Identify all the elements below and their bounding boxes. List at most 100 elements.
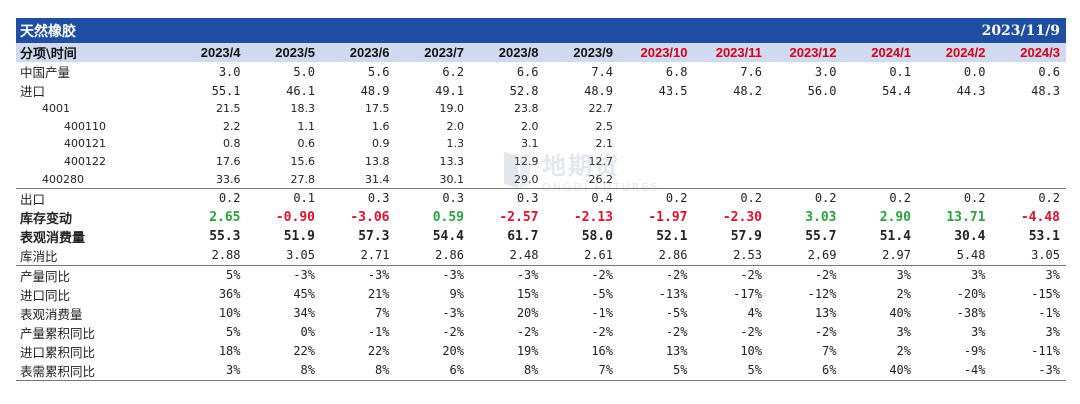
table-cell: 9% bbox=[449, 287, 464, 302]
table-cell: 3% bbox=[896, 325, 911, 340]
table-cell: 0.6 bbox=[297, 137, 316, 151]
table-row: 表观消费量 55.3 51.9 57.3 54.4 61.7 58.0 52.1 57.9 55.… bbox=[16, 227, 1066, 246]
table-cell: 5% bbox=[172, 264, 247, 285]
table-cell bbox=[694, 118, 769, 136]
row-label: 表需累积同比 bbox=[16, 360, 172, 381]
table-cell: 0.59 bbox=[432, 209, 464, 225]
table-cell: -3% bbox=[470, 264, 545, 285]
table-cell: 2.86 bbox=[658, 248, 688, 263]
table-cell: 2.1 bbox=[595, 137, 614, 151]
table-cell: -11% bbox=[1031, 344, 1060, 359]
table-cell: 45% bbox=[293, 287, 315, 302]
table-cell: 12.7 bbox=[588, 155, 614, 169]
row-label: 产量累积同比 bbox=[20, 325, 96, 341]
table-cell: -38% bbox=[956, 306, 986, 321]
table-cell: 6.2 bbox=[442, 64, 464, 79]
table-cell: 31.4 bbox=[365, 172, 390, 186]
table-cell: 2.97 bbox=[882, 248, 911, 263]
table-cell: 29.0 bbox=[514, 172, 539, 186]
table-cell: 5% bbox=[226, 325, 241, 340]
table-cell bbox=[694, 170, 769, 188]
table-cell: 26.2 bbox=[588, 172, 614, 186]
table-cell: 15% bbox=[516, 287, 539, 302]
table-cell: 0.1 bbox=[246, 187, 321, 208]
table-cell: 3% bbox=[172, 360, 247, 381]
month-header: 2023/8 bbox=[470, 43, 545, 62]
row-label: 表观消费量 bbox=[20, 230, 86, 246]
table-cell: 51.4 bbox=[879, 228, 911, 244]
table-cell: 54.4 bbox=[432, 228, 464, 244]
table-cell: 48.9 bbox=[584, 83, 613, 98]
table-row: 400280 33.6 27.8 31.4 30.1 29.0 26.2 bbox=[16, 170, 1066, 188]
table-cell bbox=[768, 118, 843, 136]
table-cell: 7% bbox=[544, 360, 619, 381]
table-cell: 1.1 bbox=[297, 119, 316, 133]
table-cell: 36% bbox=[218, 287, 241, 302]
table-cell: -2.13 bbox=[573, 209, 613, 225]
table-cell bbox=[619, 170, 694, 188]
table-cell: 2.65 bbox=[209, 209, 241, 225]
table-cell: 3.0 bbox=[814, 64, 837, 79]
table-cell bbox=[992, 118, 1067, 136]
table-row: 进口同比 36% 45% 21% 9% 15% -5% -13% -17% -12% 2% -20% -… bbox=[16, 285, 1066, 304]
table-row: 表需累积同比 3% 8% 8% 6% 8% 7% 5% 5% 6% 40% -4% -3% bbox=[16, 360, 1066, 381]
table-cell bbox=[768, 100, 843, 118]
table-row: 出口 0.2 0.1 0.3 0.3 0.3 0.4 0.2 0.2 0.2 0.2 0.2 0.2 bbox=[16, 187, 1066, 208]
table-row: 400122 17.6 15.6 13.8 13.3 12.9 12.7 bbox=[16, 153, 1066, 171]
table-cell: -1% bbox=[1038, 306, 1060, 321]
table-cell: 20% bbox=[442, 344, 464, 359]
table-cell: 51.9 bbox=[283, 228, 315, 244]
table-cell: 7% bbox=[375, 306, 390, 321]
table-cell: 6.8 bbox=[665, 64, 688, 79]
table-cell: 54.4 bbox=[882, 83, 911, 98]
table-cell: 0.9 bbox=[372, 137, 390, 151]
table-cell: -2% bbox=[544, 264, 619, 285]
row-label: 产量同比 bbox=[16, 264, 172, 285]
table-cell: 46.1 bbox=[286, 83, 315, 98]
table-cell: 1.6 bbox=[372, 119, 390, 133]
table-cell bbox=[619, 135, 694, 153]
table-cell: -2% bbox=[516, 325, 539, 340]
table-cell: -15% bbox=[1031, 287, 1060, 302]
table-cell: 5.0 bbox=[293, 64, 315, 79]
table-row: 产量同比 5% -3% -3% -3% -3% -2% -2% -2% -2% 3% 3% 3% bbox=[16, 264, 1066, 285]
table-cell: 1.3 bbox=[446, 137, 465, 151]
table-cell bbox=[917, 135, 992, 153]
row-label: 库消比 bbox=[20, 248, 58, 264]
table-row: 400110 2.2 1.1 1.6 2.0 2.0 2.5 bbox=[16, 118, 1066, 136]
table-cell: 4% bbox=[747, 306, 762, 321]
table-cell: 2.0 bbox=[521, 119, 539, 133]
table-cell: 0.2 bbox=[172, 187, 247, 208]
table-cell: -3.06 bbox=[350, 209, 390, 225]
table-cell: -13% bbox=[658, 287, 688, 302]
table-cell: 22% bbox=[367, 344, 390, 359]
table-cell: -3% bbox=[321, 264, 396, 285]
table-cell: 3.0 bbox=[218, 64, 241, 79]
table-cell: 40% bbox=[842, 360, 917, 381]
table-cell: 10% bbox=[218, 306, 241, 321]
table-cell: 5.48 bbox=[956, 248, 986, 263]
table-cell: 18.3 bbox=[290, 102, 316, 116]
table-cell bbox=[992, 100, 1067, 118]
table-cell: -2.57 bbox=[499, 209, 539, 225]
table-cell bbox=[694, 135, 769, 153]
table-cell: 52.1 bbox=[656, 228, 688, 244]
row-label: 进口同比 bbox=[20, 287, 71, 303]
table-cell: -2% bbox=[591, 325, 613, 340]
table-cell: 10% bbox=[740, 344, 762, 359]
table-title: 天然橡胶 bbox=[20, 23, 76, 40]
table-cell: 8% bbox=[321, 360, 396, 381]
table-row: 中国产量 3.0 5.0 5.6 6.2 6.6 7.4 6.8 7.6 3.0 0.1 0.0 0.6 bbox=[16, 62, 1066, 81]
table-cell: 21% bbox=[367, 287, 390, 302]
table-cell: 3.1 bbox=[521, 137, 539, 151]
table-cell: 22% bbox=[293, 344, 315, 359]
table-cell: 0.6 bbox=[1038, 64, 1060, 79]
table-cell: -1.97 bbox=[648, 209, 688, 225]
table-cell: 3.05 bbox=[1031, 248, 1060, 263]
table-cell bbox=[917, 100, 992, 118]
table-cell: -4% bbox=[917, 360, 992, 381]
data-table: 分项\时间 2023/4 2023/5 2023/6 2023/7 2023/8… bbox=[16, 43, 1066, 381]
table-cell: 2.88 bbox=[211, 248, 241, 263]
row-label: 400122 bbox=[64, 155, 106, 169]
table-cell: 3% bbox=[917, 264, 992, 285]
